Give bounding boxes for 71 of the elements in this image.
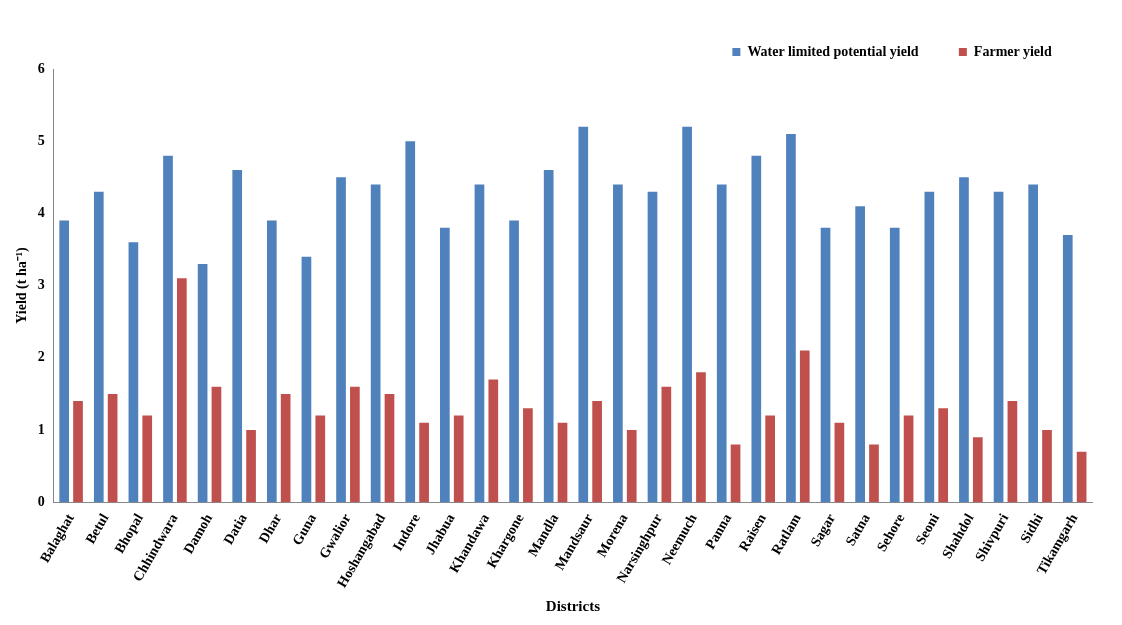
- legend-label: Farmer yield: [973, 43, 1052, 59]
- bar: [93, 191, 104, 503]
- bar: [350, 386, 360, 503]
- bar: [73, 401, 83, 503]
- bar: [419, 422, 429, 503]
- bar: [903, 415, 914, 503]
- bar: [592, 401, 602, 503]
- bar: [211, 386, 222, 503]
- bar: [384, 393, 395, 503]
- bar: [799, 350, 810, 503]
- bar: [1007, 401, 1018, 503]
- bar: [972, 437, 983, 503]
- bar: [336, 177, 346, 503]
- bar: [488, 379, 499, 503]
- bar: [107, 393, 118, 503]
- legend-label: Water limited potential yield: [747, 43, 919, 59]
- bar: [280, 393, 291, 503]
- bar: [301, 256, 312, 503]
- bar: [834, 422, 845, 503]
- bar: [696, 372, 706, 503]
- bar: [266, 220, 277, 503]
- bar: [959, 177, 969, 503]
- bar: [924, 191, 935, 503]
- bar: [453, 415, 464, 503]
- y-tick-label: 3: [37, 277, 45, 293]
- y-tick-label: 5: [37, 132, 45, 148]
- bar: [474, 184, 485, 503]
- bar: [142, 415, 153, 503]
- bar: [315, 415, 326, 503]
- bar: [855, 206, 865, 503]
- bar: [370, 184, 381, 503]
- x-axis-title: Districts: [545, 597, 601, 614]
- bar: [523, 408, 533, 503]
- bar: [613, 184, 623, 503]
- bar: [232, 170, 243, 503]
- y-tick-label: 6: [37, 60, 45, 76]
- bar: [751, 155, 762, 503]
- bar: [938, 408, 949, 503]
- bar: [786, 133, 796, 503]
- bar: [626, 429, 637, 503]
- bar: [128, 242, 139, 503]
- bar: [509, 220, 519, 503]
- bar: [993, 191, 1004, 503]
- bar: [163, 155, 173, 503]
- bar: [543, 170, 554, 503]
- bar: [440, 227, 450, 503]
- bar: [661, 386, 672, 503]
- bar: [1028, 184, 1039, 503]
- y-tick-label: 1: [37, 421, 45, 437]
- bar: [1076, 451, 1087, 503]
- bar: [889, 227, 900, 503]
- bar: [869, 444, 879, 503]
- y-axis-title: Yield (t ha⁻¹): [14, 247, 31, 324]
- bar: [765, 415, 775, 503]
- bar: [716, 184, 727, 503]
- bar: [59, 220, 70, 503]
- bar: [578, 126, 589, 503]
- bar: [246, 429, 256, 503]
- y-tick-label: 4: [37, 205, 45, 220]
- bar: [820, 227, 831, 503]
- y-tick-label: 2: [37, 349, 45, 365]
- bar: [682, 126, 692, 503]
- bar: [557, 422, 568, 503]
- bar: [405, 141, 416, 503]
- bar: [177, 278, 187, 503]
- bar: [647, 191, 658, 503]
- bar: [730, 444, 741, 503]
- bar: [1042, 429, 1052, 503]
- bar: [1062, 235, 1073, 503]
- y-tick-label: 0: [37, 493, 45, 509]
- bar: [197, 263, 208, 503]
